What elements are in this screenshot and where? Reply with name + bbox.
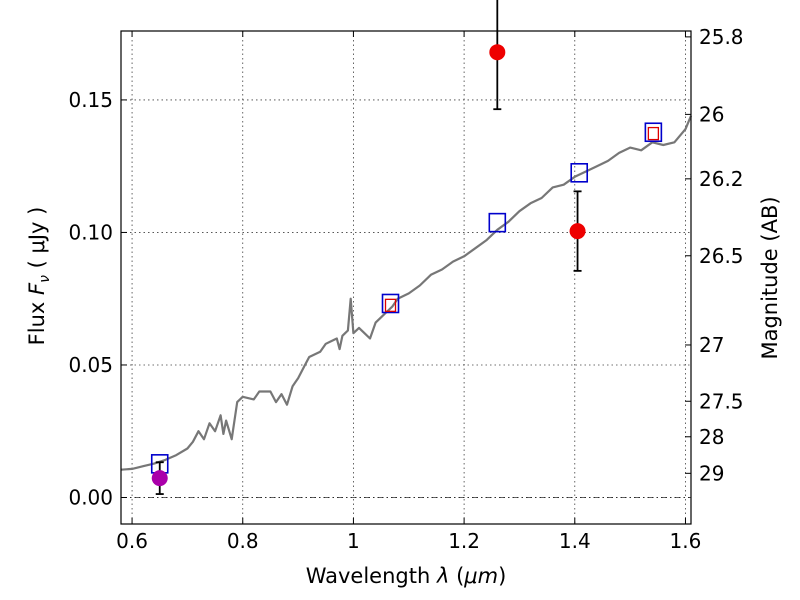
y-tick-label: 0.15 bbox=[68, 88, 113, 112]
model-photometry-inner-square bbox=[384, 298, 397, 312]
axis-ticks: 0.6 0.8 1 1.2 1.4 1.6 0.00 0.05 0.10 0.15 25.8 26 26… bbox=[68, 25, 743, 553]
x-tick-label: 1.4 bbox=[559, 529, 591, 553]
x-tick-label: 1 bbox=[347, 529, 360, 553]
y-tick-label: 0.00 bbox=[68, 485, 113, 509]
observed-point bbox=[151, 470, 168, 487]
model-photometry-square bbox=[488, 212, 507, 233]
observed-point bbox=[569, 223, 586, 240]
y-tick-label: 0.05 bbox=[68, 353, 113, 377]
y2-tick-label: 28 bbox=[699, 425, 724, 449]
model-photometry-square bbox=[644, 122, 663, 143]
y2-axis-label: Magnitude (AB) bbox=[758, 196, 782, 359]
y2-tick-label: 25.8 bbox=[699, 25, 744, 49]
y2-tick-label: 29 bbox=[699, 461, 724, 485]
y-axis-label: Flux Fν ( μJy ) bbox=[25, 207, 53, 346]
x-tick-label: 0.6 bbox=[116, 529, 148, 553]
model-spectrum-line bbox=[120, 115, 693, 471]
model-photometry-square bbox=[381, 293, 400, 314]
y2-tick-label: 26 bbox=[699, 102, 724, 126]
data-layer bbox=[120, 0, 693, 498]
x-tick-label: 0.8 bbox=[227, 529, 259, 553]
grid-lines bbox=[121, 31, 691, 524]
y2-tick-label: 26.5 bbox=[699, 244, 744, 268]
observed-point bbox=[489, 44, 506, 61]
plot-frame bbox=[120, 30, 692, 525]
y-tick-label: 0.10 bbox=[68, 220, 113, 244]
model-photometry-square bbox=[570, 163, 589, 183]
y2-tick-label: 27.5 bbox=[699, 389, 744, 413]
x-axis-label: Wavelength λ (μm) bbox=[306, 564, 507, 588]
y2-tick-label: 27 bbox=[699, 333, 724, 357]
x-tick-label: 1.6 bbox=[670, 529, 702, 553]
x-tick-label: 1.2 bbox=[448, 529, 480, 553]
model-photometry-inner-square bbox=[647, 126, 660, 141]
y2-tick-label: 26.2 bbox=[699, 167, 744, 191]
